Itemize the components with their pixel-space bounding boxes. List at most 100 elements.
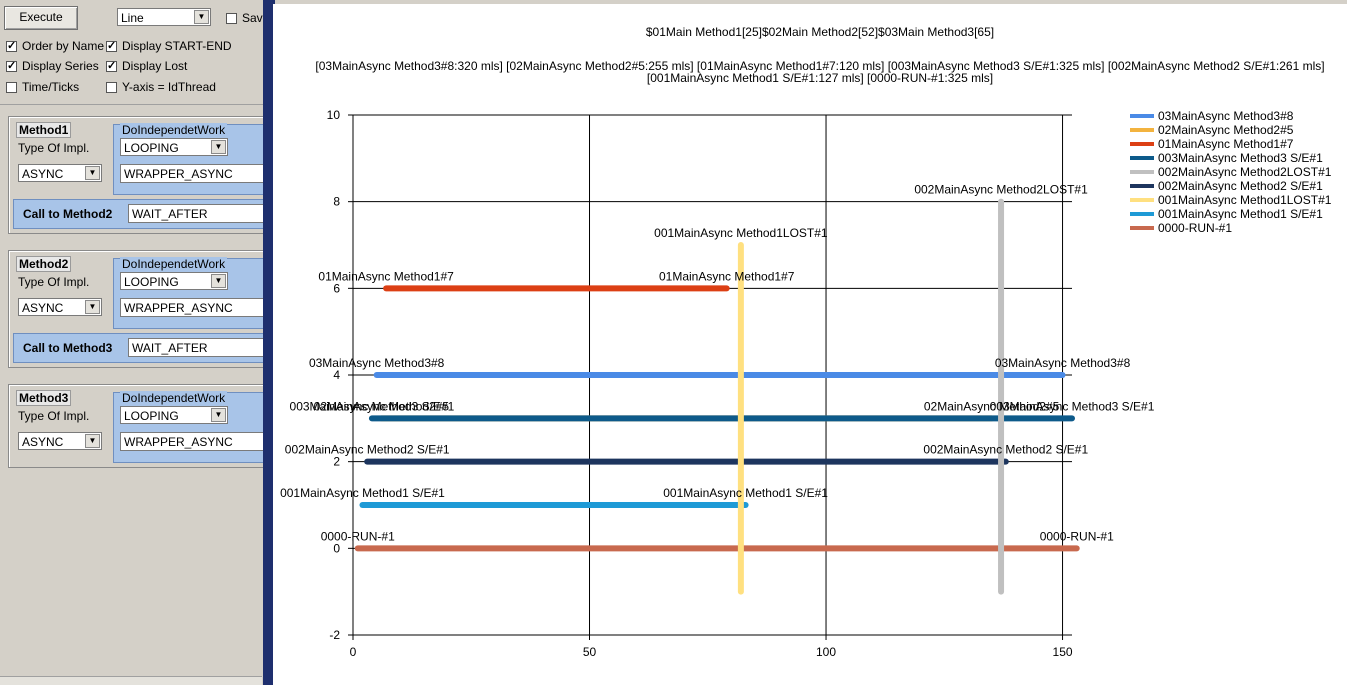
method1-work-title: DoIndependetWork [120, 123, 228, 137]
display-start-end-box[interactable] [106, 39, 117, 53]
method2-work-select[interactable]: LOOPING ▼ [120, 272, 228, 290]
time-ticks-label: Time/Ticks [22, 80, 80, 94]
chevron-down-icon[interactable]: ▼ [211, 408, 226, 422]
chart-type-select[interactable]: Line ▼ [117, 8, 211, 26]
method3-work-group: DoIndependetWork LOOPING ▼ WRAPPER_ASYNC [113, 391, 268, 463]
series-labels: 03MainAsync Method3#8 03MainAsync Method3… [280, 183, 1155, 544]
method3-work-title: DoIndependetWork [120, 391, 228, 405]
x-tick-label: 150 [1053, 645, 1073, 659]
divider [0, 104, 268, 105]
call-to-method2-field[interactable]: WAIT_AFTER [128, 204, 268, 223]
series-start-label: 0000-RUN-#1 [321, 529, 395, 543]
series-start-label: 001MainAsync Method1 S/E#1 [280, 486, 445, 500]
method2-work-group: DoIndependetWork LOOPING ▼ WRAPPER_ASYNC [113, 257, 268, 329]
legend-swatch [1130, 156, 1154, 160]
method3-work-value: LOOPING [124, 409, 179, 423]
legend-entry: 02MainAsync Method2#5 [1158, 123, 1294, 137]
call-to-method2-label: Call to Method2 [23, 207, 113, 221]
method1-type-label: Type Of Impl. [18, 141, 90, 155]
series-end-label: 01MainAsync Method1#7 [659, 269, 795, 283]
legend-entry: 002MainAsync Method2LOST#1 [1158, 165, 1332, 179]
y-axis-idthread-box[interactable] [106, 82, 117, 93]
method3-work-select[interactable]: LOOPING ▼ [120, 406, 228, 424]
legend-entry: 01MainAsync Method1#7 [1158, 137, 1294, 151]
x-tick-label: 100 [816, 645, 836, 659]
series-end-label: 003MainAsync Method3 S/E#1 [990, 399, 1155, 413]
legend-swatch [1130, 212, 1154, 216]
method3-wrapper-field[interactable]: WRAPPER_ASYNC [120, 432, 268, 451]
horizontal-scrollbar[interactable] [0, 676, 262, 685]
method2-type-value: ASYNC [22, 301, 64, 315]
save-checkbox-box[interactable] [226, 13, 237, 24]
panel-splitter[interactable] [263, 0, 275, 685]
execute-button[interactable]: Execute [4, 6, 78, 30]
chevron-down-icon[interactable]: ▼ [85, 166, 100, 180]
method2-type-label: Type Of Impl. [18, 275, 90, 289]
series [354, 198, 1080, 595]
method3-type-value: ASYNC [22, 435, 64, 449]
chevron-down-icon[interactable]: ▼ [211, 274, 226, 288]
display-series-box[interactable] [6, 59, 17, 73]
call-to-method3-label: Call to Method3 [23, 341, 113, 355]
display-lost-checkbox[interactable]: Display Lost [106, 59, 187, 73]
display-lost-box[interactable] [106, 59, 117, 73]
order-by-name-checkbox[interactable]: Order by Name [6, 39, 104, 53]
chevron-down-icon[interactable]: ▼ [85, 434, 100, 448]
method2-title: Method2 [16, 256, 72, 272]
legend-swatch [1130, 114, 1154, 118]
chart-area: $01Main Method1[25]$02Main Method2[52]$0… [273, 4, 1347, 685]
method2-panel: Method2 Type Of Impl. ASYNC ▼ DoIndepend… [8, 250, 268, 368]
chevron-down-icon[interactable]: ▼ [211, 140, 226, 154]
time-ticks-checkbox[interactable]: Time/Ticks [6, 80, 79, 94]
chart-subtitle-line-2: [001MainAsync Method1 S/E#1:127 mls] [00… [647, 71, 993, 85]
display-start-end-label: Display START-END [122, 39, 232, 53]
control-panel: Execute Line ▼ Sav Order by Name Display… [0, 0, 268, 685]
method1-type-select[interactable]: ASYNC ▼ [18, 164, 102, 182]
legend-entry: 03MainAsync Method3#8 [1158, 109, 1294, 123]
legend-swatch [1130, 170, 1154, 174]
display-lost-label: Display Lost [122, 59, 188, 73]
call-to-method3-field[interactable]: WAIT_AFTER [128, 338, 268, 357]
method2-work-title: DoIndependetWork [120, 257, 228, 271]
method2-wrapper-field[interactable]: WRAPPER_ASYNC [120, 298, 268, 317]
y-tick-label: 8 [333, 195, 340, 209]
legend-entry: 001MainAsync Method1LOST#1 [1158, 193, 1332, 207]
chart-title: $01Main Method1[25]$02Main Method2[52]$0… [646, 25, 994, 39]
x-tick-label: 0 [350, 645, 357, 659]
method3-type-select[interactable]: ASYNC ▼ [18, 432, 102, 450]
order-by-name-box[interactable] [6, 39, 17, 53]
legend-entry: 0000-RUN-#1 [1158, 221, 1232, 235]
chevron-down-icon[interactable]: ▼ [85, 300, 100, 314]
y-axis-idthread-checkbox[interactable]: Y-axis = IdThread [106, 80, 216, 94]
legend-swatch [1130, 128, 1154, 132]
series-start-label: 03MainAsync Method3#8 [309, 356, 445, 370]
y-axis-idthread-label: Y-axis = IdThread [122, 80, 216, 94]
chart-subtitle-line-1: [03MainAsync Method3#8:320 mls] [02MainA… [315, 59, 1324, 73]
save-checkbox-label: Sav [242, 11, 263, 25]
legend-entry: 003MainAsync Method3 S/E#1 [1158, 151, 1323, 165]
series-end-label: 002MainAsync Method2 S/E#1 [923, 443, 1088, 457]
y-tick-label: 2 [333, 455, 340, 469]
display-start-end-checkbox[interactable]: Display START-END [106, 39, 232, 53]
call-to-method2-group: Call to Method2 WAIT_AFTER [13, 199, 268, 229]
method1-work-select[interactable]: LOOPING ▼ [120, 138, 228, 156]
x-tick-label: 50 [583, 645, 597, 659]
method1-title: Method1 [16, 122, 72, 138]
series-start-label: 02MainAsync Method2#5 [314, 399, 450, 413]
method2-type-select[interactable]: ASYNC ▼ [18, 298, 102, 316]
display-series-label: Display Series [22, 59, 99, 73]
series-start-label: 002MainAsync Method2LOST#1 [914, 183, 1088, 197]
time-ticks-box[interactable] [6, 82, 17, 93]
method1-wrapper-field[interactable]: WRAPPER_ASYNC [120, 164, 268, 183]
series-start-label: 003MainAsync Method3 S/E#1 [290, 399, 455, 413]
y-tick-label: 0 [333, 541, 340, 555]
method1-work-group: DoIndependetWork LOOPING ▼ WRAPPER_ASYNC [113, 123, 268, 195]
method1-type-value: ASYNC [22, 167, 64, 181]
method3-title: Method3 [16, 390, 72, 406]
display-series-checkbox[interactable]: Display Series [6, 59, 99, 73]
y-tick-label: 10 [327, 108, 341, 122]
y-tick-label: -2 [329, 628, 340, 642]
chevron-down-icon[interactable]: ▼ [194, 10, 209, 24]
save-checkbox[interactable]: Sav [226, 11, 263, 25]
